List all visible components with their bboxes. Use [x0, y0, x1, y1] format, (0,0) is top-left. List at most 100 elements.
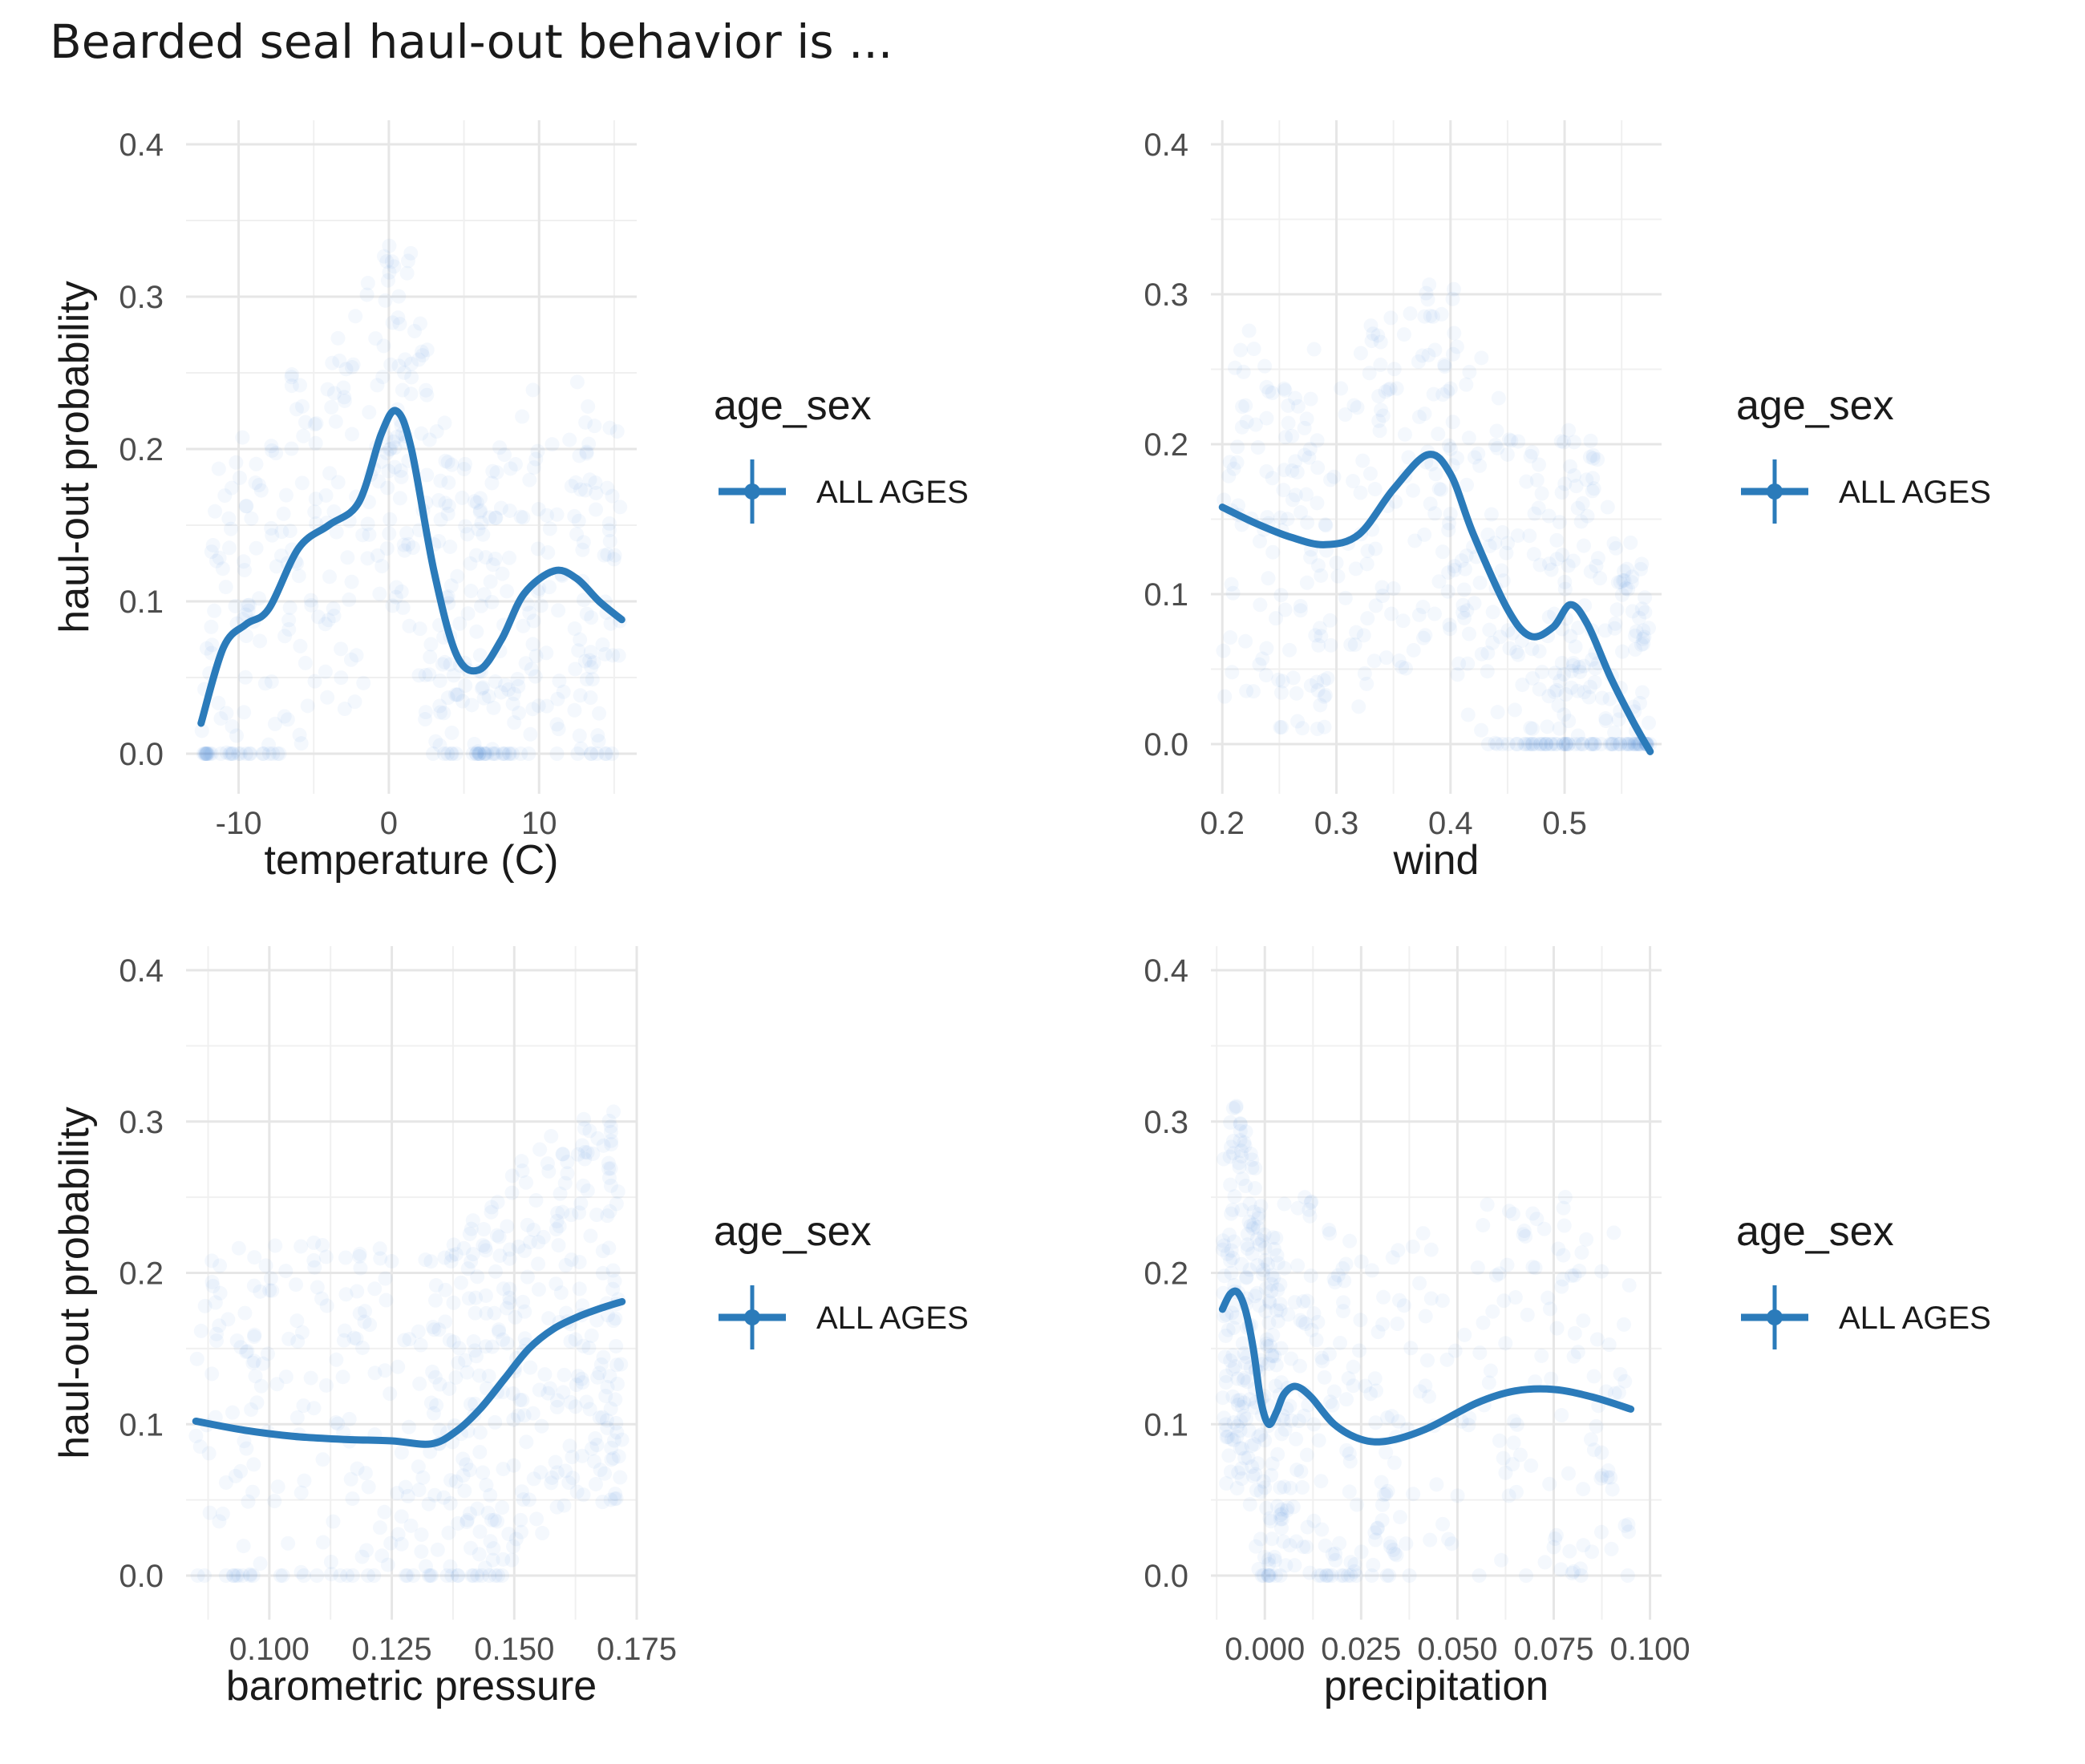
- data-point: [1626, 737, 1642, 751]
- data-point: [291, 568, 306, 584]
- data-point: [1258, 668, 1273, 683]
- data-point: [1415, 1226, 1431, 1241]
- data-point: [1289, 1431, 1304, 1446]
- data-point: [284, 441, 299, 456]
- data-point: [1567, 1325, 1582, 1341]
- data-point: [321, 613, 336, 628]
- data-point: [1298, 1190, 1313, 1205]
- data-point: [1586, 481, 1601, 496]
- data-point: [1403, 306, 1418, 322]
- data-point: [1278, 1558, 1294, 1573]
- data-point: [1217, 1349, 1233, 1365]
- data-point: [1229, 1099, 1244, 1115]
- data-point: [439, 1568, 455, 1583]
- data-point: [451, 1515, 466, 1531]
- data-point: [1525, 737, 1540, 751]
- data-point: [1488, 536, 1503, 551]
- data-point: [294, 399, 310, 414]
- data-point: [501, 550, 516, 565]
- data-point: [1248, 417, 1263, 432]
- data-point: [427, 1370, 443, 1385]
- data-point: [1420, 292, 1435, 307]
- data-point: [432, 1377, 447, 1392]
- data-point: [585, 672, 600, 687]
- data-point: [433, 705, 448, 720]
- data-point: [325, 355, 340, 370]
- data-point: [1285, 463, 1300, 478]
- data-point: [345, 1568, 360, 1583]
- data-point: [502, 746, 517, 761]
- data-point: [576, 1178, 591, 1193]
- data-point: [344, 574, 359, 589]
- data-point: [516, 1294, 531, 1309]
- data-point: [1556, 1248, 1571, 1263]
- data-point: [1246, 342, 1261, 357]
- data-point: [378, 293, 393, 308]
- data-point: [380, 480, 395, 496]
- data-point: [383, 1535, 399, 1551]
- data-point: [304, 597, 319, 613]
- data-point: [519, 1434, 534, 1450]
- data-point: [246, 1278, 261, 1293]
- data-point: [1318, 1538, 1333, 1553]
- data-point: [1237, 1395, 1252, 1410]
- data-point: [272, 746, 287, 761]
- data-point: [450, 568, 465, 584]
- data-point: [477, 1560, 492, 1576]
- data-point: [1551, 698, 1566, 713]
- data-point: [1621, 1277, 1637, 1293]
- data-point: [563, 1333, 578, 1349]
- data-point: [308, 435, 323, 451]
- data-point: [451, 1355, 466, 1370]
- data-point: [528, 669, 543, 684]
- data-point: [1519, 474, 1534, 489]
- data-point: [1226, 1321, 1241, 1336]
- data-point: [282, 600, 298, 615]
- data-point: [1262, 1295, 1277, 1310]
- data-point: [1384, 1409, 1399, 1424]
- data-point: [1489, 423, 1504, 439]
- data-point: [1367, 1525, 1383, 1540]
- data-point: [497, 447, 512, 463]
- data-point: [224, 480, 239, 496]
- data-point: [1259, 1336, 1274, 1351]
- data-point: [607, 548, 622, 563]
- data-point: [1295, 1480, 1310, 1495]
- data-point: [431, 534, 447, 549]
- data-point: [1239, 1269, 1254, 1285]
- data-point: [1525, 721, 1540, 736]
- data-point: [1512, 1447, 1528, 1463]
- data-point: [576, 1487, 591, 1503]
- data-point: [467, 736, 482, 751]
- data-point: [1457, 1327, 1472, 1342]
- data-point: [1384, 606, 1399, 621]
- data-point: [419, 382, 434, 398]
- data-point: [1282, 1398, 1298, 1414]
- data-point: [436, 746, 451, 761]
- data-point: [1233, 1441, 1248, 1456]
- data-point: [1460, 603, 1475, 618]
- data-point: [411, 1459, 426, 1475]
- data-point: [513, 746, 528, 761]
- data-point: [1237, 1356, 1253, 1371]
- data-point: [580, 1145, 595, 1160]
- data-point: [1450, 667, 1465, 682]
- x-tick-label: 0.075: [1513, 1632, 1593, 1667]
- data-point: [568, 1332, 583, 1347]
- data-point: [337, 702, 352, 717]
- data-point: [440, 506, 455, 521]
- data-point: [338, 1287, 354, 1302]
- data-point: [1338, 590, 1353, 605]
- data-point: [1488, 735, 1503, 751]
- data-point: [322, 466, 338, 481]
- data-point: [401, 536, 416, 552]
- data-point: [1310, 682, 1326, 698]
- data-point: [1366, 326, 1381, 342]
- data-point: [204, 746, 219, 761]
- data-point: [426, 1406, 441, 1421]
- data-point: [453, 1275, 468, 1290]
- data-point: [1293, 1313, 1308, 1328]
- data-point: [1386, 1542, 1401, 1557]
- data-point: [1556, 737, 1571, 751]
- data-point: [336, 1333, 351, 1348]
